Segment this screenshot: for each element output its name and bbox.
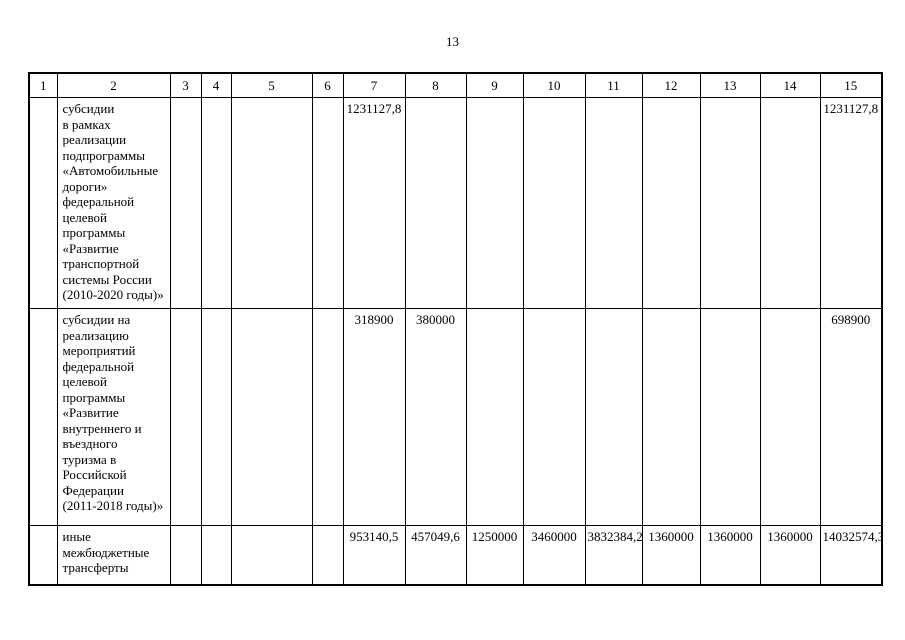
table-cell: 14032574,3	[819, 525, 883, 585]
table-cell: 380000	[404, 308, 467, 526]
column-header-5: 5	[230, 72, 313, 98]
table-cell	[200, 525, 232, 585]
table-cell: 1231127,8	[819, 97, 883, 309]
table-cell: 953140,5	[342, 525, 406, 585]
table-cell	[759, 97, 821, 309]
table-cell	[522, 308, 586, 526]
table-cell: 1231127,8	[342, 97, 406, 309]
table-cell	[230, 525, 313, 585]
table-header-row: 1 2 3 4 5 6 7 8 9 10 11 12 13 14 15	[28, 72, 883, 98]
table-row-subsidies-tourism: субсидии на реализацию мероприятий федер…	[28, 308, 883, 526]
table-cell: 698900	[819, 308, 883, 526]
table-cell: 1360000	[641, 525, 701, 585]
table-cell	[230, 97, 313, 309]
column-header-15: 15	[819, 72, 883, 98]
table-cell	[169, 308, 202, 526]
table-cell	[28, 308, 58, 526]
table-cell	[404, 97, 467, 309]
column-header-4: 4	[200, 72, 232, 98]
column-header-12: 12	[641, 72, 701, 98]
table-cell	[169, 97, 202, 309]
row-label: субсидии на реализацию мероприятий федер…	[56, 308, 171, 526]
table-cell	[759, 308, 821, 526]
table-cell	[465, 308, 524, 526]
budget-table: 1 2 3 4 5 6 7 8 9 10 11 12 13 14 15 субс…	[28, 72, 883, 586]
table-cell: 3832384,2	[584, 525, 643, 585]
table-cell: 1360000	[759, 525, 821, 585]
table-cell: 3460000	[522, 525, 586, 585]
column-header-11: 11	[584, 72, 643, 98]
table-cell	[200, 97, 232, 309]
table-cell: 457049,6	[404, 525, 467, 585]
table-row-subsidies-roads: субсидии в рамках реализации подпрограмм…	[28, 97, 883, 309]
table-cell	[584, 97, 643, 309]
row-label: субсидии в рамках реализации подпрограмм…	[56, 97, 171, 309]
column-header-9: 9	[465, 72, 524, 98]
table-cell	[230, 308, 313, 526]
table-cell	[200, 308, 232, 526]
table-cell	[641, 97, 701, 309]
table-cell	[699, 308, 761, 526]
table-cell: 1360000	[699, 525, 761, 585]
table-cell	[311, 308, 344, 526]
column-header-13: 13	[699, 72, 761, 98]
table-cell	[584, 308, 643, 526]
column-header-3: 3	[169, 72, 202, 98]
column-header-10: 10	[522, 72, 586, 98]
table-cell	[311, 525, 344, 585]
table-cell	[522, 97, 586, 309]
table-cell: 318900	[342, 308, 406, 526]
column-header-2: 2	[56, 72, 171, 98]
table-cell	[28, 525, 58, 585]
table-cell: 1250000	[465, 525, 524, 585]
row-label: иные межбюджетные трансферты	[56, 525, 171, 585]
table-cell	[28, 97, 58, 309]
page-number: 13	[446, 34, 459, 49]
table-cell	[641, 308, 701, 526]
column-header-1: 1	[28, 72, 58, 98]
column-header-8: 8	[404, 72, 467, 98]
column-header-6: 6	[311, 72, 344, 98]
table-cell	[465, 97, 524, 309]
table-row-other-transfers: иные межбюджетные трансферты 953140,5 45…	[28, 525, 883, 585]
table-cell	[699, 97, 761, 309]
table-cell	[311, 97, 344, 309]
column-header-7: 7	[342, 72, 406, 98]
column-header-14: 14	[759, 72, 821, 98]
table-cell	[169, 525, 202, 585]
